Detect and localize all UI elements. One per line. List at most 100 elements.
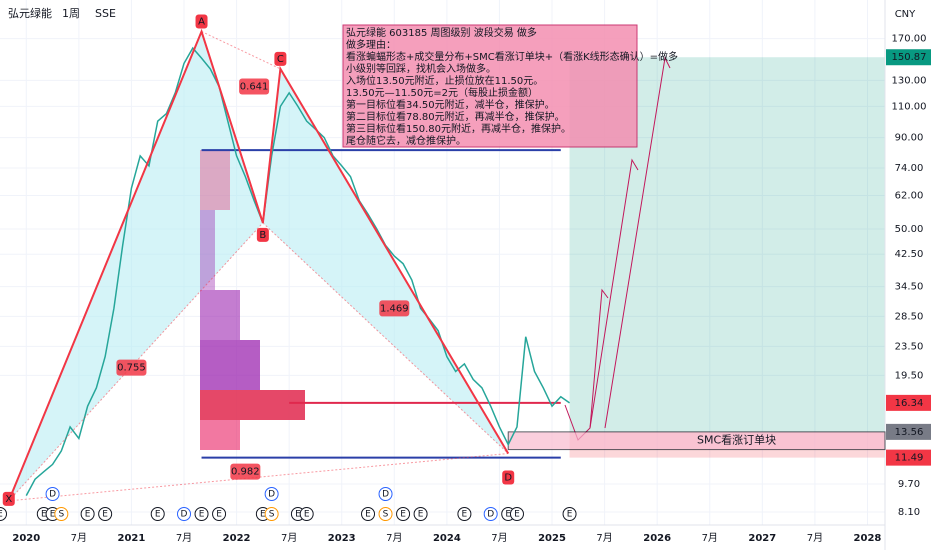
- event-label: S: [58, 510, 64, 520]
- y-tick-label: 9.70: [898, 479, 920, 490]
- event-label: E: [365, 510, 371, 520]
- ratio-label: 1.469: [380, 303, 409, 314]
- x-tick-label: 2022: [223, 533, 251, 544]
- profile-bar: [200, 390, 305, 420]
- y-tick-label: 28.50: [895, 311, 924, 322]
- event-label: E: [295, 510, 301, 520]
- x-tick-label: 2026: [643, 533, 671, 544]
- pattern-fill: [8, 31, 263, 501]
- pattern-point-box: [195, 14, 208, 29]
- price-tag: [886, 423, 931, 440]
- event-marker: [361, 507, 376, 521]
- y-tick-label: 23.50: [895, 341, 924, 352]
- y-tick-label: 130.00: [892, 75, 927, 86]
- event-label: E: [41, 510, 47, 520]
- note-line: 小级别等回踩，找机会入场做多。: [346, 62, 496, 75]
- event-label: E: [418, 510, 424, 520]
- y-tick-label: 62.00: [895, 191, 924, 202]
- event-label: E: [462, 510, 468, 520]
- event-label: D: [268, 490, 275, 500]
- ratio-box: [230, 463, 261, 480]
- event-label: D: [487, 510, 494, 520]
- projection-arrows: [564, 56, 671, 441]
- y-tick-label: 110.00: [892, 101, 927, 112]
- event-marker: [177, 507, 192, 521]
- event-marker: [212, 507, 227, 521]
- pattern-point-label: X: [5, 494, 12, 505]
- event-marker: [562, 507, 577, 521]
- event-marker: [413, 507, 428, 521]
- order-block-label: SMC看涨订单块: [697, 433, 776, 447]
- note-box: [342, 24, 638, 148]
- price-tag-label: 11.49: [895, 453, 924, 464]
- event-marker: [0, 507, 7, 521]
- event-label: E: [304, 510, 310, 520]
- note-line: 看涨蝙蝠形态+成交量分布+SMC看涨订单块+（看涨K线形态确认）=做多: [346, 50, 678, 63]
- price-tag: [886, 449, 931, 466]
- event-label: E: [50, 510, 56, 520]
- profile-bar: [200, 340, 260, 390]
- ratio-label: 0.982: [231, 467, 260, 478]
- event-marker: [45, 487, 60, 501]
- x-tick-label: 7月: [386, 532, 402, 544]
- volume-profile: [200, 150, 305, 450]
- event-marker: [378, 507, 393, 521]
- event-label: E: [260, 510, 266, 520]
- arrow: [604, 56, 671, 429]
- event-label: E: [102, 510, 108, 520]
- pattern-point-label: C: [277, 54, 284, 65]
- ratio-box: [239, 78, 270, 95]
- event-marker: [378, 487, 393, 501]
- y-tick-label: 74.00: [895, 163, 924, 174]
- event-label: E: [505, 510, 511, 520]
- note-line: 13.50元—11.50元=2元（每股止损金额）: [346, 86, 538, 99]
- event-marker: [396, 507, 411, 521]
- event-marker: [80, 507, 95, 521]
- note-line: 弘元绿能 603185 周图级别 波段交易 做多: [346, 26, 537, 39]
- x-tick-label: 7月: [281, 532, 297, 544]
- y-tick-label: 8.10: [898, 507, 920, 518]
- event-label: D: [181, 510, 188, 520]
- event-label: E: [155, 510, 161, 520]
- ratio-box: [379, 300, 410, 317]
- event-marker: [264, 507, 279, 521]
- note-line: 尾仓随它去，减仓推保护。: [346, 134, 466, 147]
- price-tag-label: 150.87: [892, 52, 927, 63]
- y-tick-label: 34.50: [895, 282, 924, 293]
- note-line: 第三目标位看150.80元附近，再减半仓，推保护。: [346, 122, 571, 135]
- pattern-point-box: [256, 227, 269, 242]
- ratio-label: 0.755: [117, 363, 146, 374]
- x-tick-label: 7月: [702, 532, 718, 544]
- y-tick-label: 90.00: [895, 133, 924, 144]
- interval: 1周: [62, 7, 80, 20]
- event-label: S: [269, 510, 275, 520]
- profile-bar: [200, 210, 215, 290]
- event-label: E: [199, 510, 205, 520]
- x-tick-label: 2020: [12, 533, 40, 544]
- event-marker: [98, 507, 113, 521]
- note-line: 第二目标位看78.80元附近，再减半仓，推保护。: [346, 110, 565, 123]
- ratio-label: 0.641: [240, 81, 269, 92]
- x-tick-label: 2021: [118, 533, 146, 544]
- price-tag: [886, 49, 931, 66]
- price-tag-label: 16.34: [895, 398, 924, 409]
- profile-bar: [200, 150, 230, 210]
- event-label: D: [382, 490, 389, 500]
- event-marker: [150, 507, 165, 521]
- profile-bar: [200, 290, 240, 340]
- exchange: SSE: [95, 7, 116, 20]
- event-marker: [509, 507, 524, 521]
- note-line: 做多理由：: [346, 38, 396, 51]
- currency: CNY: [895, 9, 916, 20]
- event-label: E: [567, 510, 573, 520]
- price-line: [25, 46, 570, 496]
- pattern-point-label: A: [198, 17, 205, 28]
- event-marker: [457, 507, 472, 521]
- note-line: 入场位13.50元附近，止损位放在11.50元。: [346, 74, 543, 87]
- x-tick-label: 7月: [491, 532, 507, 544]
- price-tag-label: 13.56: [895, 427, 924, 438]
- pattern-point-label: B: [259, 230, 266, 241]
- pattern-point-box: [502, 470, 515, 485]
- pattern-point-label: D: [504, 472, 512, 483]
